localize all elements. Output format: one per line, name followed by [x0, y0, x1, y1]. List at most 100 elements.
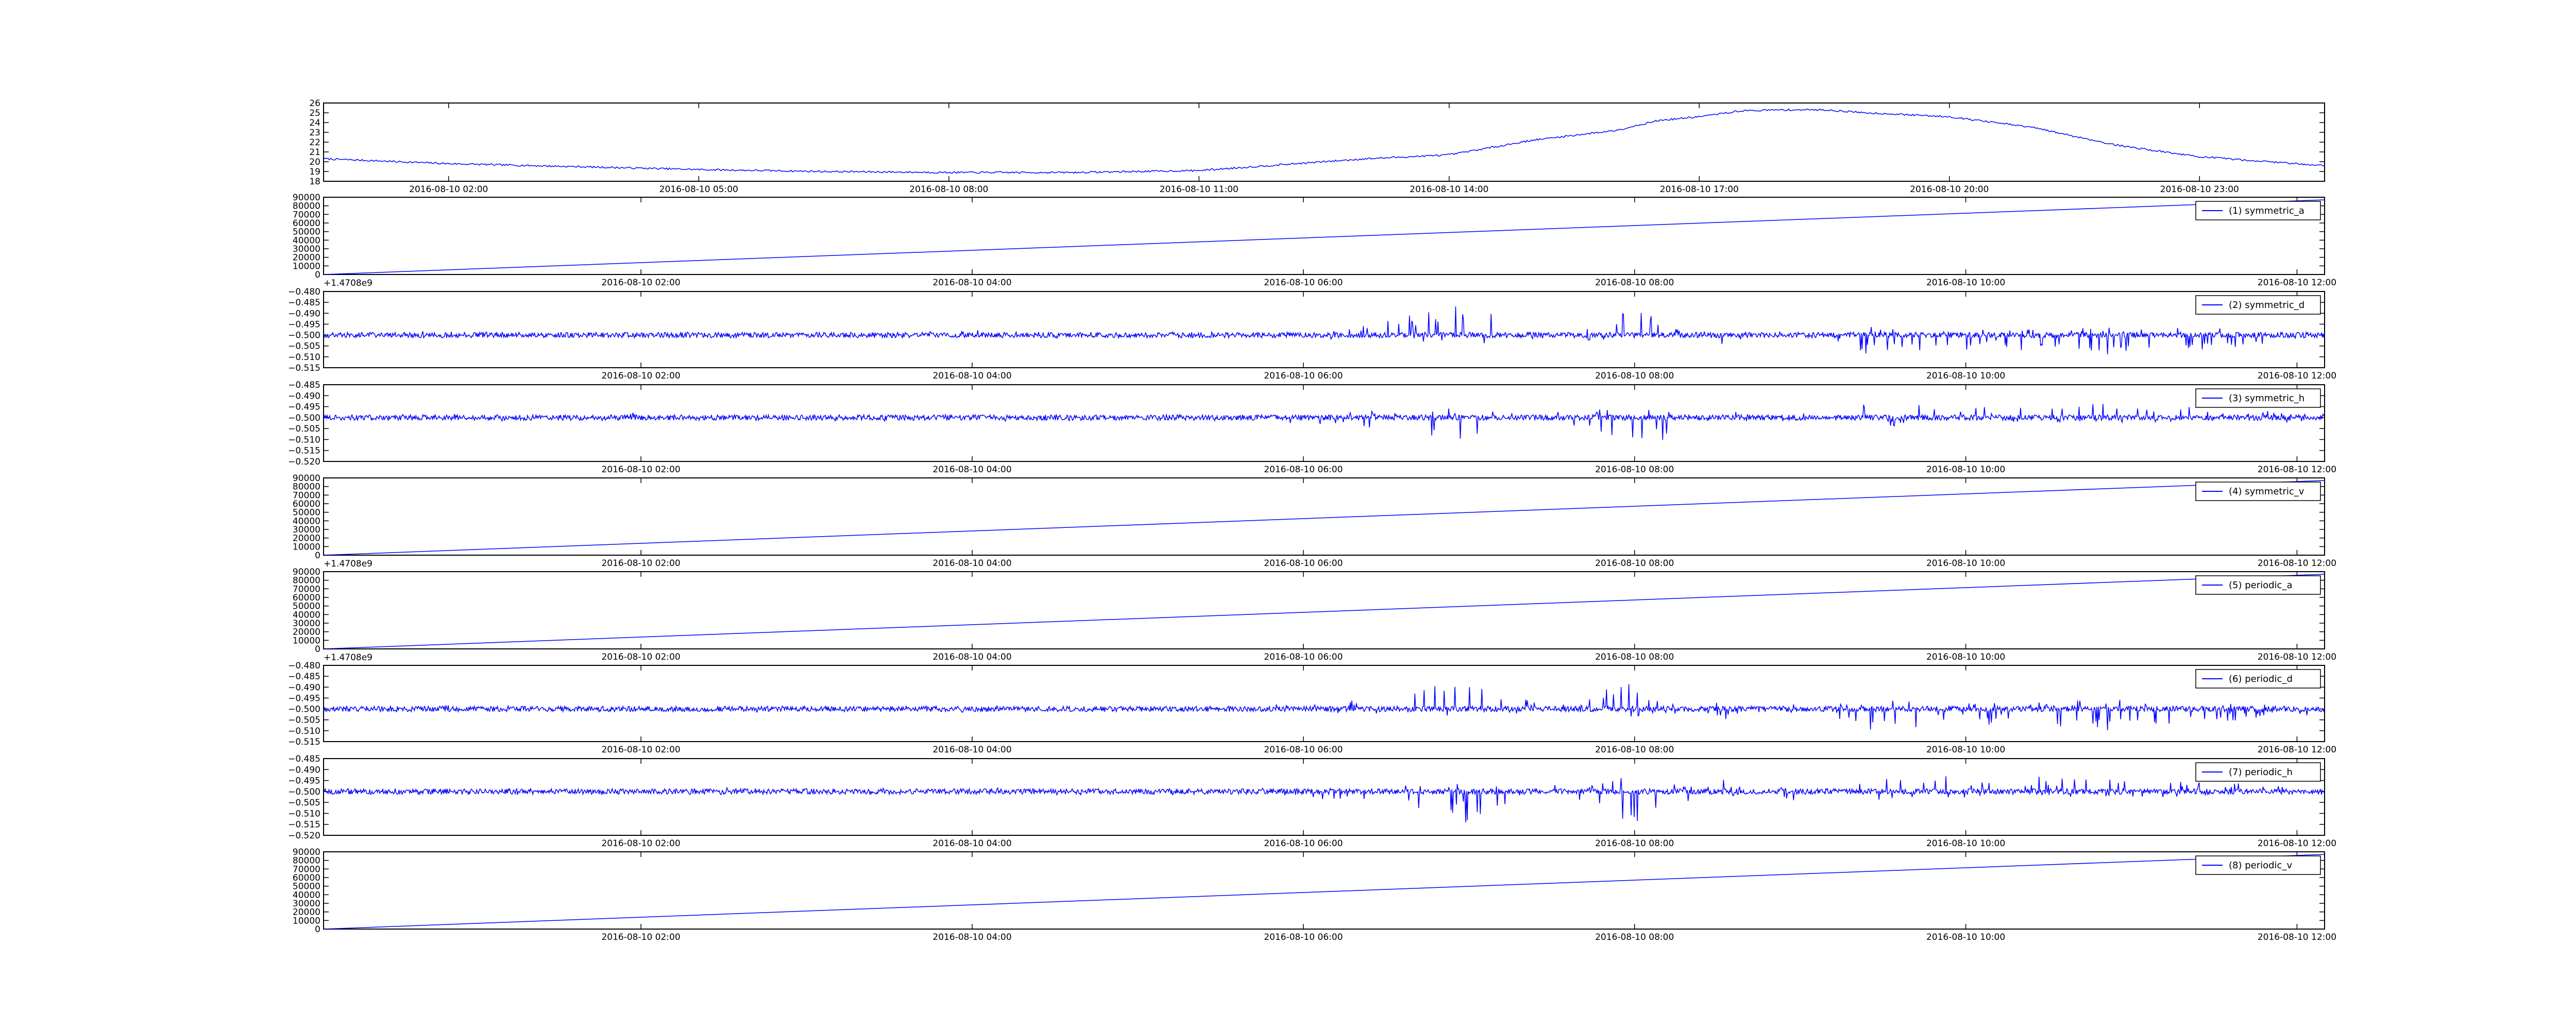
x-tick-label: 2016-08-10 04:00 — [933, 652, 1011, 662]
y-tick-label: 10000 — [293, 542, 320, 552]
y-tick-label: −0.515 — [288, 820, 320, 830]
axes-frame — [323, 851, 2325, 930]
y-tick-label: 20 — [309, 157, 320, 167]
y-tick-label: −0.500 — [288, 705, 320, 715]
x-tick-label: 2016-08-10 17:00 — [1660, 184, 1739, 195]
series-line — [324, 404, 2325, 440]
y-tick-label: 50000 — [293, 508, 320, 518]
x-tick-label: 2016-08-10 06:00 — [1264, 465, 1343, 475]
y-tick-label: 30000 — [293, 619, 320, 629]
y-tick-label: 50000 — [293, 227, 320, 237]
y-tick-label: −0.495 — [288, 776, 320, 786]
y-tick-label: −0.505 — [288, 798, 320, 808]
y-tick-label: −0.520 — [288, 831, 320, 841]
y-tick-label: 24 — [309, 118, 320, 128]
y-tick-label: −0.500 — [288, 331, 320, 341]
x-tick-label: 2016-08-10 10:00 — [1926, 652, 2005, 662]
y-tick-label: 70000 — [293, 490, 320, 501]
x-tick-label: 2016-08-10 08:00 — [1595, 371, 1674, 381]
panel-8: −0.520−0.515−0.510−0.505−0.500−0.495−0.4… — [288, 754, 2336, 849]
y-tick-label: 80000 — [293, 482, 320, 492]
y-tick-label: 23 — [309, 128, 320, 138]
y-tick-label: −0.480 — [288, 287, 320, 297]
x-tick-label: 2016-08-10 02:00 — [601, 652, 680, 662]
x-tick-label: 2016-08-10 12:00 — [2258, 652, 2336, 662]
x-tick-label: 2016-08-10 12:00 — [2258, 745, 2336, 755]
axes-frame — [323, 384, 2325, 462]
y-tick-label: 80000 — [293, 201, 320, 212]
legend-label: (3) symmetric_h — [2229, 393, 2304, 404]
x-tick-label: 2016-08-10 12:00 — [2258, 932, 2336, 942]
y-tick-label: 30000 — [293, 525, 320, 535]
x-tick-label: 2016-08-10 02:00 — [601, 838, 680, 849]
legend: (3) symmetric_h — [2195, 388, 2321, 408]
x-tick-label: 2016-08-10 10:00 — [1926, 932, 2005, 942]
y-tick-label: 0 — [315, 644, 320, 655]
x-tick-label: 2016-08-10 06:00 — [1264, 838, 1343, 849]
y-tick-label: −0.490 — [288, 765, 320, 775]
x-tick-label: 2016-08-10 02:00 — [601, 745, 680, 755]
legend: (1) symmetric_a — [2195, 201, 2321, 220]
panel-7: −0.515−0.510−0.505−0.500−0.495−0.490−0.4… — [288, 661, 2336, 755]
y-tick-label: 40000 — [293, 610, 320, 620]
y-tick-label: −0.490 — [288, 682, 320, 693]
axes-frame — [323, 197, 2325, 275]
y-tick-label: 80000 — [293, 856, 320, 866]
x-tick-label: 2016-08-10 06:00 — [1264, 371, 1343, 381]
legend: (4) symmetric_v — [2195, 482, 2321, 501]
y-tick-label: 22 — [309, 138, 320, 148]
y-tick-label: 60000 — [293, 593, 320, 603]
x-tick-label: 2016-08-10 06:00 — [1264, 745, 1343, 755]
y-tick-label: −0.510 — [288, 726, 320, 736]
y-tick-label: 40000 — [293, 235, 320, 246]
x-tick-label: 2016-08-10 12:00 — [2258, 371, 2336, 381]
series-line — [324, 480, 2325, 555]
y-tick-label: 30000 — [293, 899, 320, 909]
x-tick-label: 2016-08-10 04:00 — [933, 278, 1011, 288]
legend-label: (1) symmetric_a — [2229, 205, 2304, 216]
legend-box — [2195, 201, 2321, 220]
legend-label: (2) symmetric_d — [2229, 300, 2304, 311]
x-tick-label: 2016-08-10 08:00 — [1595, 932, 1674, 942]
x-tick-label: 2016-08-10 04:00 — [933, 838, 1011, 849]
y-tick-label: −0.485 — [288, 754, 320, 764]
y-tick-label: −0.515 — [288, 363, 320, 373]
legend: (8) periodic_v — [2195, 855, 2321, 875]
y-tick-label: 40000 — [293, 516, 320, 526]
legend: (2) symmetric_d — [2195, 295, 2321, 315]
y-tick-label: 50000 — [293, 602, 320, 612]
axes-frame — [323, 102, 2325, 182]
y-tick-label: −0.515 — [288, 446, 320, 456]
axes-frame — [323, 665, 2325, 742]
y-tick-label: 20000 — [293, 253, 320, 263]
y-tick-label: 60000 — [293, 499, 320, 509]
panel-6: 0100002000030000400005000060000700008000… — [293, 567, 2336, 663]
axes-frame — [323, 571, 2325, 649]
x-tick-label: 2016-08-10 06:00 — [1264, 558, 1343, 569]
y-tick-label: 70000 — [293, 584, 320, 594]
y-tick-label: 40000 — [293, 890, 320, 900]
y-tick-label: 10000 — [293, 916, 320, 926]
x-tick-label: 2016-08-10 08:00 — [1595, 558, 1674, 569]
y-tick-label: 60000 — [293, 218, 320, 229]
x-tick-label: 2016-08-10 02:00 — [601, 278, 680, 288]
y-tick-label: 30000 — [293, 244, 320, 254]
y-tick-label: 10000 — [293, 261, 320, 271]
x-tick-label: 2016-08-10 05:00 — [659, 184, 738, 195]
legend-label: (5) periodic_a — [2229, 580, 2293, 591]
series-line — [324, 684, 2325, 730]
legend: (7) periodic_h — [2195, 762, 2321, 782]
x-tick-label: 2016-08-10 02:00 — [601, 371, 680, 381]
panel-2: 0100002000030000400005000060000700008000… — [293, 193, 2336, 288]
x-tick-label: 2016-08-10 10:00 — [1926, 558, 2005, 569]
y-tick-label: −0.500 — [288, 787, 320, 797]
legend: (5) periodic_a — [2195, 575, 2321, 595]
x-tick-label: 2016-08-10 04:00 — [933, 558, 1011, 569]
x-tick-label: 2016-08-10 08:00 — [1595, 465, 1674, 475]
y-tick-label: 20000 — [293, 907, 320, 918]
x-tick-label: 2016-08-10 04:00 — [933, 465, 1011, 475]
panel-4: −0.520−0.515−0.510−0.505−0.500−0.495−0.4… — [288, 380, 2336, 475]
y-tick-label: −0.480 — [288, 661, 320, 671]
x-tick-label: 2016-08-10 08:00 — [909, 184, 988, 195]
